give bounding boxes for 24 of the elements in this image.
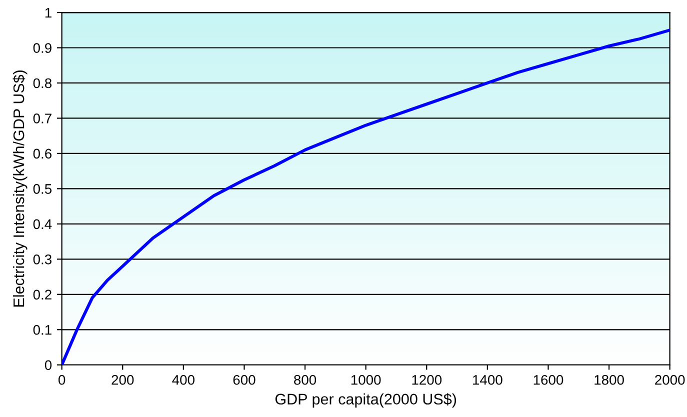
x-tick-label: 1000 [351,374,381,385]
y-tick-label: 0 [44,360,52,370]
y-axis-title: Electricity Intensity(kWh/GDP US$) [12,70,28,307]
y-tick-label: 0.1 [33,324,52,335]
x-tick-label: 1800 [594,374,624,385]
x-tick-label: 0 [58,374,66,385]
y-tick-label: 0.3 [33,254,52,264]
x-tick-label: 1600 [534,374,564,385]
y-tick-label: 0.7 [33,114,52,124]
x-tick-label: 2000 [655,374,685,385]
x-axis-title: GDP per capita(2000 US$) [275,393,456,408]
y-tick-label: 0.8 [33,78,52,88]
x-tick-label: 800 [294,374,316,385]
y-tick-label: 0.6 [33,148,52,159]
x-tick-label: 600 [233,374,256,385]
x-tick-label: 400 [172,374,194,385]
y-tick-label: 0.9 [33,43,52,53]
x-tick-label: 1200 [412,374,442,385]
x-tick-label: 200 [112,374,134,385]
y-tick-label: 0.4 [33,219,52,230]
y-tick-label: 1 [45,8,52,18]
y-tick-label: 0.2 [33,290,52,300]
x-tick-label: 1400 [473,374,502,385]
y-tick-label: 0.5 [33,184,52,194]
